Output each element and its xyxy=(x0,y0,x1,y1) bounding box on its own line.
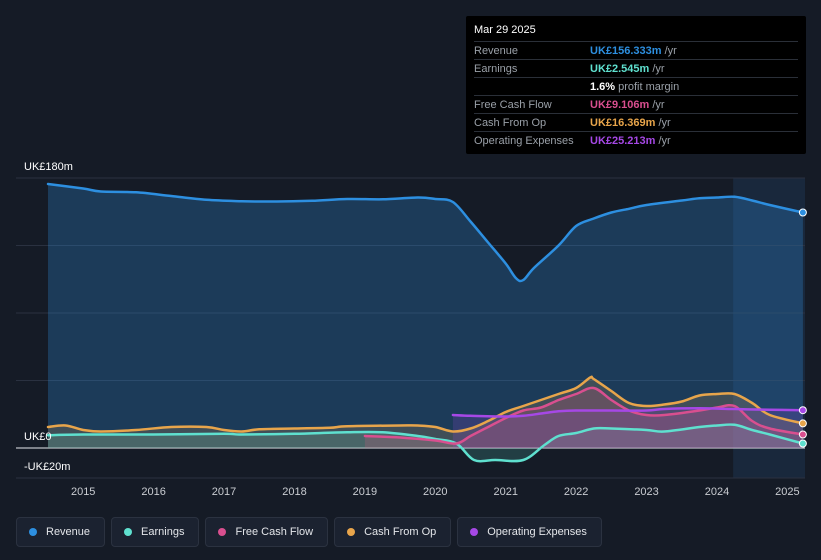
tooltip-row-free-cash-flow: Free Cash Flow UK£9.106m /yr xyxy=(474,95,798,113)
series-end-marker-revenue xyxy=(798,208,807,217)
legend-dot-icon xyxy=(470,528,479,536)
x-tick-label: 2025 xyxy=(775,486,799,498)
x-tick-label: 2023 xyxy=(634,486,658,498)
series-area-revenue xyxy=(48,184,803,448)
legend-item-earnings[interactable]: Earnings xyxy=(111,517,200,547)
legend-label: Revenue xyxy=(46,526,91,538)
series-end-marker-cash-from-op xyxy=(798,419,807,428)
x-tick-label: 2019 xyxy=(353,486,377,498)
tooltip-value: UK£156.333m xyxy=(590,44,662,57)
legend-label: Operating Expenses xyxy=(487,526,587,538)
legend-item-cash-from-op[interactable]: Cash From Op xyxy=(334,517,452,547)
x-axis: 2015 2016 2017 2018 2019 2020 2021 2022 2023 2024… xyxy=(71,486,800,498)
tooltip-date: Mar 29 2025 xyxy=(474,24,536,36)
x-tick-label: 2020 xyxy=(423,486,447,498)
tooltip-row-earnings: Earnings UK£2.545m /yr xyxy=(474,59,798,77)
legend-dot-icon xyxy=(29,528,37,536)
tooltip-value: UK£25.213m xyxy=(590,134,656,147)
legend-item-free-cash-flow[interactable]: Free Cash Flow xyxy=(205,517,329,547)
legend-dot-icon xyxy=(124,528,133,536)
tooltip-unit: /yr xyxy=(652,62,665,75)
legend-item-revenue[interactable]: Revenue xyxy=(16,517,106,547)
tooltip-label: Free Cash Flow xyxy=(474,98,552,111)
chart-legend: Revenue Earnings Free Cash Flow Cash Fro… xyxy=(16,517,602,547)
x-tick-label: 2015 xyxy=(71,486,95,498)
tooltip-unit: /yr xyxy=(658,134,671,147)
legend-label: Earnings xyxy=(141,526,185,538)
tooltip-row-operating-expenses: Operating Expenses UK£25.213m /yr xyxy=(474,131,798,149)
tooltip-label: Operating Expenses xyxy=(474,134,574,147)
tooltip-row-cash-from-op: Cash From Op UK£16.369m /yr xyxy=(474,113,798,131)
chart-area: 2015 2016 2017 2018 2019 2020 2021 2022 2023 2024… xyxy=(16,177,807,498)
tooltip-label: Earnings xyxy=(474,62,518,75)
tooltip-row-revenue: Revenue UK£156.333m /yr xyxy=(474,41,798,59)
y-tick-label-bottom: -UK£20m xyxy=(24,461,71,473)
series-line-free-cash-flow xyxy=(363,386,805,445)
tooltip-value: UK£9.106m xyxy=(590,98,650,111)
x-tick-label: 2018 xyxy=(282,486,306,498)
y-tick-label-zero: UK£0 xyxy=(24,431,52,443)
series-layer xyxy=(46,182,807,463)
series-line-earnings xyxy=(46,423,805,463)
x-tick-label: 2024 xyxy=(705,486,729,498)
legend-dot-icon xyxy=(347,528,356,536)
series-area-earnings xyxy=(48,424,803,462)
tooltip-value: UK£16.369m xyxy=(590,116,656,129)
tooltip-unit: /yr xyxy=(664,44,677,57)
x-tick-label: 2022 xyxy=(564,486,588,498)
tooltip-unit: profit margin xyxy=(618,80,680,93)
tooltip-unit: /yr xyxy=(652,98,665,111)
legend-item-operating-expenses[interactable]: Operating Expenses xyxy=(457,517,602,547)
x-tick-label: 2017 xyxy=(212,486,236,498)
series-end-marker-operating-expenses xyxy=(798,406,807,415)
tooltip-label: Revenue xyxy=(474,44,519,57)
legend-dot-icon xyxy=(218,528,227,536)
y-tick-label-top: UK£180m xyxy=(24,161,73,173)
series-line-cash-from-op xyxy=(46,375,805,433)
series-area-free-cash-flow xyxy=(364,387,803,448)
tooltip-value: 1.6% xyxy=(590,80,616,93)
series-line-revenue xyxy=(46,182,805,283)
tooltip-row-margin: 1.6% profit margin xyxy=(474,77,798,95)
series-end-marker-earnings xyxy=(798,439,807,448)
tooltip-unit: /yr xyxy=(658,116,671,129)
legend-label: Cash From Op xyxy=(364,526,437,538)
tooltip-label: Cash From Op xyxy=(474,116,547,129)
tooltip-value: UK£2.545m xyxy=(590,62,650,75)
legend-label: Free Cash Flow xyxy=(235,526,314,538)
series-end-marker-free-cash-flow xyxy=(798,430,807,439)
x-tick-label: 2016 xyxy=(141,486,165,498)
data-tooltip: Mar 29 2025 Revenue UK£156.333m /yr Earn… xyxy=(466,16,806,154)
x-tick-label: 2021 xyxy=(493,486,517,498)
series-line-operating-expenses xyxy=(451,407,805,418)
